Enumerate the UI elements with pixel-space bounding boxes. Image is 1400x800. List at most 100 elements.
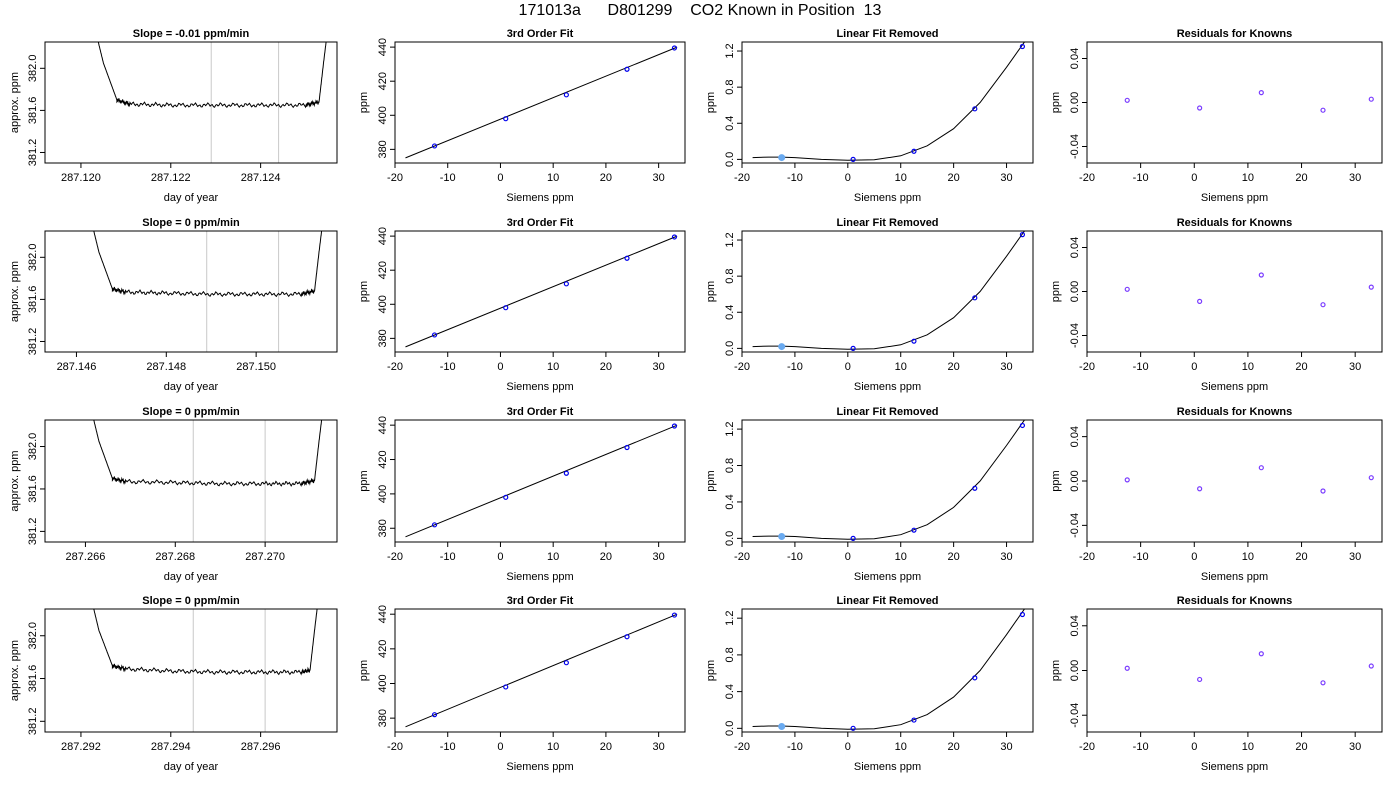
- y-tick-label: 400: [377, 295, 389, 313]
- panel-14: Linear Fit Removed -20 -10 0 10 20 30 0.0 0.4 0.8…: [705, 595, 1034, 773]
- plot-frame: [741, 608, 1034, 733]
- page-title: 171013a D801299 CO2 Known in Position 13: [518, 2, 882, 19]
- x-tick-label: 0: [497, 172, 503, 184]
- plot-frame: [44, 230, 338, 353]
- y-tick-label: 0.00: [1069, 281, 1081, 302]
- y-tick-label: 1.2: [724, 421, 736, 436]
- x-axis-label: Siemens ppm: [506, 192, 573, 204]
- panel-title: 3rd Order Fit: [507, 595, 574, 607]
- x-axis-label: Siemens ppm: [1201, 192, 1268, 204]
- data-point: [911, 717, 917, 723]
- y-tick-label: 382.0: [27, 244, 39, 272]
- y-tick-label: 0.8: [724, 458, 736, 473]
- y-tick-label: 440: [377, 605, 389, 623]
- y-tick-label: 440: [377, 38, 389, 56]
- fit-line: [405, 235, 678, 348]
- panel-title: 3rd Order Fit: [507, 406, 574, 418]
- data-point: [503, 494, 509, 500]
- x-axis-label: Siemens ppm: [854, 571, 921, 583]
- data-point: [1197, 105, 1203, 111]
- data-point: [1019, 611, 1026, 618]
- x-tick-label: 20: [600, 551, 612, 563]
- panel-4: Slope = 0 ppm/min 287.146 287.148 287.150 38…: [9, 217, 338, 393]
- y-tick-label: 400: [377, 106, 389, 124]
- panel-5: 3rd Order Fit -20 -10 0 10 20 30 380 400 420 440 Si…: [358, 217, 686, 393]
- x-axis-label: day of year: [164, 571, 219, 583]
- x-tick-label: 30: [1000, 172, 1012, 184]
- plot-area: [1124, 651, 1374, 686]
- y-tick-label: 381.6: [27, 97, 39, 125]
- x-tick-label: 30: [1000, 741, 1012, 753]
- y-tick-label: 420: [377, 450, 389, 468]
- x-tick-label: 287.270: [245, 551, 285, 563]
- data-point: [1368, 663, 1374, 669]
- x-axis-label: day of year: [164, 381, 219, 393]
- y-tick-label: 381.2: [27, 328, 39, 356]
- data-point: [1258, 272, 1264, 278]
- x-axis-label: Siemens ppm: [1201, 381, 1268, 393]
- x-tick-label: 20: [1295, 551, 1307, 563]
- data-point: [972, 295, 978, 301]
- data-point: [624, 255, 630, 261]
- plot-area: [1124, 465, 1374, 494]
- y-tick-label: 400: [377, 485, 389, 503]
- y-tick-label: -0.04: [1069, 703, 1081, 728]
- y-axis-label: ppm: [705, 92, 717, 113]
- plot-frame: [741, 419, 1034, 543]
- y-axis-label: ppm: [705, 281, 717, 302]
- y-tick-label: 0.4: [724, 116, 736, 131]
- data-point: [1124, 97, 1130, 103]
- y-axis-label: ppm: [1050, 92, 1062, 113]
- x-tick-label: 0: [497, 741, 503, 753]
- data-point: [563, 470, 569, 476]
- data-point: [431, 332, 438, 338]
- x-tick-label: 10: [1242, 551, 1254, 563]
- data-point: [563, 92, 569, 98]
- x-tick-label: 30: [653, 551, 665, 563]
- y-tick-label: 1.2: [724, 43, 736, 58]
- x-tick-label: -20: [734, 361, 750, 373]
- x-tick-label: 30: [653, 172, 665, 184]
- y-tick-label: 381.2: [27, 708, 39, 736]
- y-tick-label: 0.04: [1069, 237, 1081, 258]
- plot-area: [405, 612, 678, 728]
- x-tick-label: 30: [1000, 361, 1012, 373]
- plot-frame: [1086, 608, 1383, 733]
- panel-title: Residuals for Knowns: [1177, 28, 1293, 40]
- x-tick-label: 30: [653, 741, 665, 753]
- data-point: [972, 675, 978, 681]
- x-tick-label: -10: [787, 361, 803, 373]
- x-tick-label: 10: [547, 551, 559, 563]
- x-tick-label: 30: [653, 361, 665, 373]
- y-tick-label: 0.0: [724, 531, 736, 546]
- panel-6: Linear Fit Removed -20 -10 0 10 20 30 0.0 0.4 0.8…: [705, 217, 1034, 393]
- x-tick-label: 20: [600, 361, 612, 373]
- y-tick-label: 0.04: [1069, 426, 1081, 447]
- fit-line: [405, 424, 678, 538]
- y-tick-label: 380: [377, 519, 389, 537]
- x-tick-label: 10: [895, 361, 907, 373]
- panel-title: Linear Fit Removed: [836, 28, 938, 40]
- plot-area: [93, 420, 323, 488]
- y-tick-label: 381.2: [27, 518, 39, 546]
- x-axis-label: Siemens ppm: [506, 381, 573, 393]
- panel-title: Linear Fit Removed: [836, 595, 938, 607]
- plot-area: [93, 231, 323, 298]
- panel-title: 3rd Order Fit: [507, 217, 574, 229]
- x-axis-label: Siemens ppm: [506, 571, 573, 583]
- x-tick-label: -10: [1133, 551, 1149, 563]
- panel-0: Slope = -0.01 ppm/min 287.120 287.122 287.1…: [9, 28, 338, 204]
- x-tick-label: 20: [1295, 361, 1307, 373]
- x-tick-label: 287.146: [57, 361, 97, 373]
- y-tick-label: 382.0: [27, 622, 39, 650]
- y-tick-label: 0.04: [1069, 48, 1081, 69]
- data-point: [1258, 651, 1264, 657]
- x-tick-label: 20: [948, 172, 960, 184]
- x-tick-label: 10: [895, 741, 907, 753]
- plot-frame: [1086, 419, 1383, 543]
- y-tick-label: 0.0: [724, 152, 736, 167]
- data-point: [778, 722, 786, 730]
- data-point: [1019, 422, 1026, 429]
- y-tick-label: 0.0: [724, 721, 736, 736]
